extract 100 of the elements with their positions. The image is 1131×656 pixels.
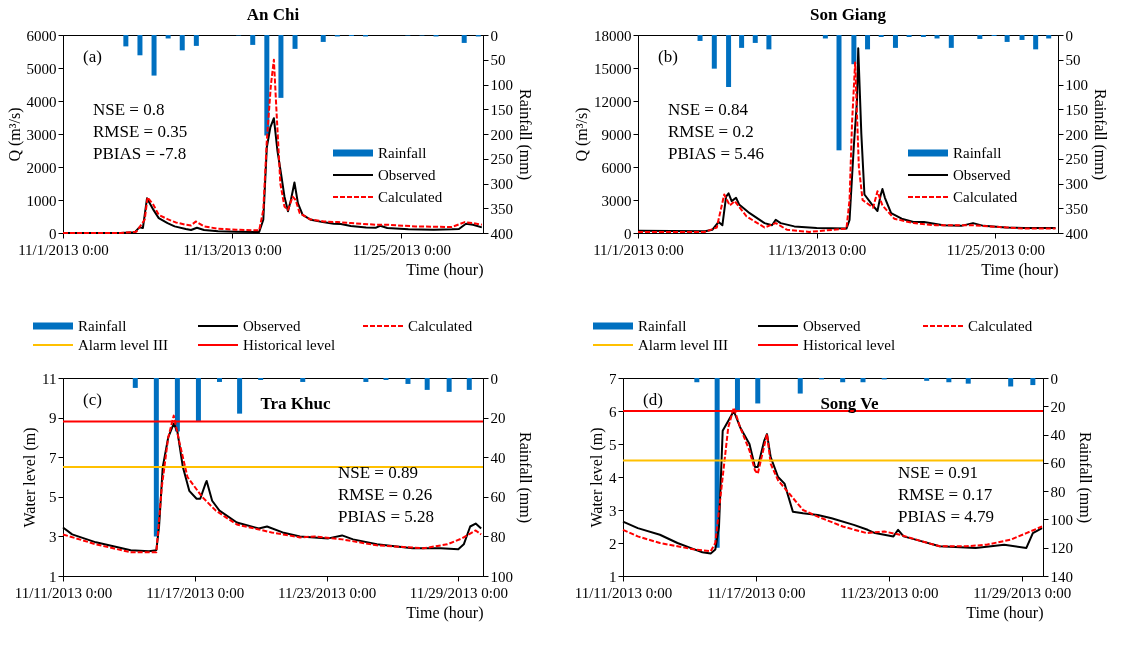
y-tick-label: 1 [609,568,617,585]
bar [851,35,857,65]
legend-label: Observed [243,318,301,334]
y2-tick-label: 350 [490,200,513,217]
bar [137,35,143,56]
bar [292,35,298,49]
annotation: (b) [658,47,678,66]
bar [965,378,971,384]
annotation: RMSE = 0.17 [898,485,993,505]
y2-tick-label: 100 [1050,511,1073,528]
y2-tick-label: 200 [490,126,513,143]
legend-label: Alarm level III [78,337,168,353]
y-tick-label: 9000 [601,126,632,143]
bar [924,378,930,381]
annotation: (c) [83,390,102,409]
bar [250,35,256,45]
bar [193,35,199,46]
legend-label: Alarm level III [638,337,728,353]
x-tick-label: 11/11/2013 0:00 [574,584,673,601]
y2-tick-label: 100 [490,568,513,585]
legend-label: Calculated [953,189,1018,205]
annotation: PBIAS = 5.46 [668,144,765,164]
x-tick-label: 11/1/2013 0:00 [593,241,684,258]
bar [216,378,222,382]
legend-label: Rainfall [378,145,427,161]
y2-tick-label: 400 [490,225,513,242]
bar [446,378,452,392]
legend-label: Historical level [243,337,336,353]
y2-tick-label: 250 [490,151,513,168]
bar [694,378,700,383]
y2-tick-label: 80 [490,528,506,545]
y2-axis-title: Rainfall (mm) [1091,88,1109,181]
y2-tick-label: 50 [1065,52,1081,69]
y-tick-label: 2000 [26,159,57,176]
y2-axis-title: Rainfall (mm) [516,88,534,181]
bar [461,35,467,43]
y2-tick-label: 0 [1050,370,1058,387]
bar [865,35,871,50]
annotation: RMSE = 0.35 [93,122,188,142]
y-tick-label: 2 [609,535,617,552]
y2-tick-label: 200 [1065,126,1088,143]
bar [363,378,369,382]
y-tick-label: 3 [49,528,57,545]
bar [1004,35,1010,42]
y2-tick-label: 80 [1050,483,1066,500]
legend-label: Rainfall [953,145,1002,161]
bar [466,378,472,390]
bar [755,378,761,404]
bar [1033,35,1039,50]
bar [1030,378,1036,386]
y2-tick-label: 0 [490,370,498,387]
bar [320,35,326,42]
y2-tick-label: 0 [490,27,498,44]
y-tick-label: 3000 [26,126,57,143]
annotation: NSE = 0.84 [668,100,749,120]
y2-tick-label: 150 [490,101,513,118]
bar [153,378,159,537]
text: Tra Khuc [260,394,331,413]
y-axis-title: Q (m³/s) [5,107,24,162]
x-tick-label: 11/23/2013 0:00 [840,584,939,601]
y2-tick-label: 60 [490,489,506,506]
y-tick-label: 12000 [594,93,632,110]
y2-tick-label: 300 [490,176,513,192]
bar [752,35,758,43]
y-axis-title: Water level (m) [588,427,606,528]
x-tick-label: 11/23/2013 0:00 [277,584,377,601]
chart-title: An Chi [246,5,300,24]
y-tick-label: 4 [609,469,617,486]
bar [734,378,740,412]
y-tick-label: 6000 [26,27,57,44]
bar [726,35,732,87]
bar [424,378,430,390]
annotation: PBIAS = -7.8 [93,144,187,164]
y-tick-label: 5000 [26,60,57,77]
legend-label: Observed [378,167,436,183]
y2-tick-label: 300 [1065,176,1088,192]
y-tick-label: 4000 [26,93,57,110]
bar [766,35,772,50]
y-tick-label: 5 [49,489,57,506]
legend-label: Rainfall [78,318,127,334]
x-tick-label: 11/11/2013 0:00 [14,584,113,601]
x-tick-label: 11/13/2013 0:00 [183,241,282,258]
y-axis-title: Water level (m) [21,427,40,528]
annotation: NSE = 0.91 [898,463,978,483]
bar [237,378,243,414]
legend-label: Calculated [408,318,473,334]
legend-label: Observed [803,318,861,334]
x-tick-label: 11/17/2013 0:00 [707,584,806,601]
y2-tick-label: 60 [1050,455,1066,472]
bar [151,35,157,76]
x-tick-label: 11/13/2013 0:00 [768,241,867,258]
y-axis-title: Q (m³/s) [573,107,591,162]
annotation: PBIAS = 4.79 [898,507,995,527]
y2-tick-label: 20 [1050,398,1066,415]
bar [860,378,866,383]
bar [123,35,129,47]
y-tick-label: 11 [42,370,57,387]
annotation: (d) [643,390,663,409]
text: Song Ve [820,394,879,413]
x-axis-title: Time (hour) [406,260,484,279]
